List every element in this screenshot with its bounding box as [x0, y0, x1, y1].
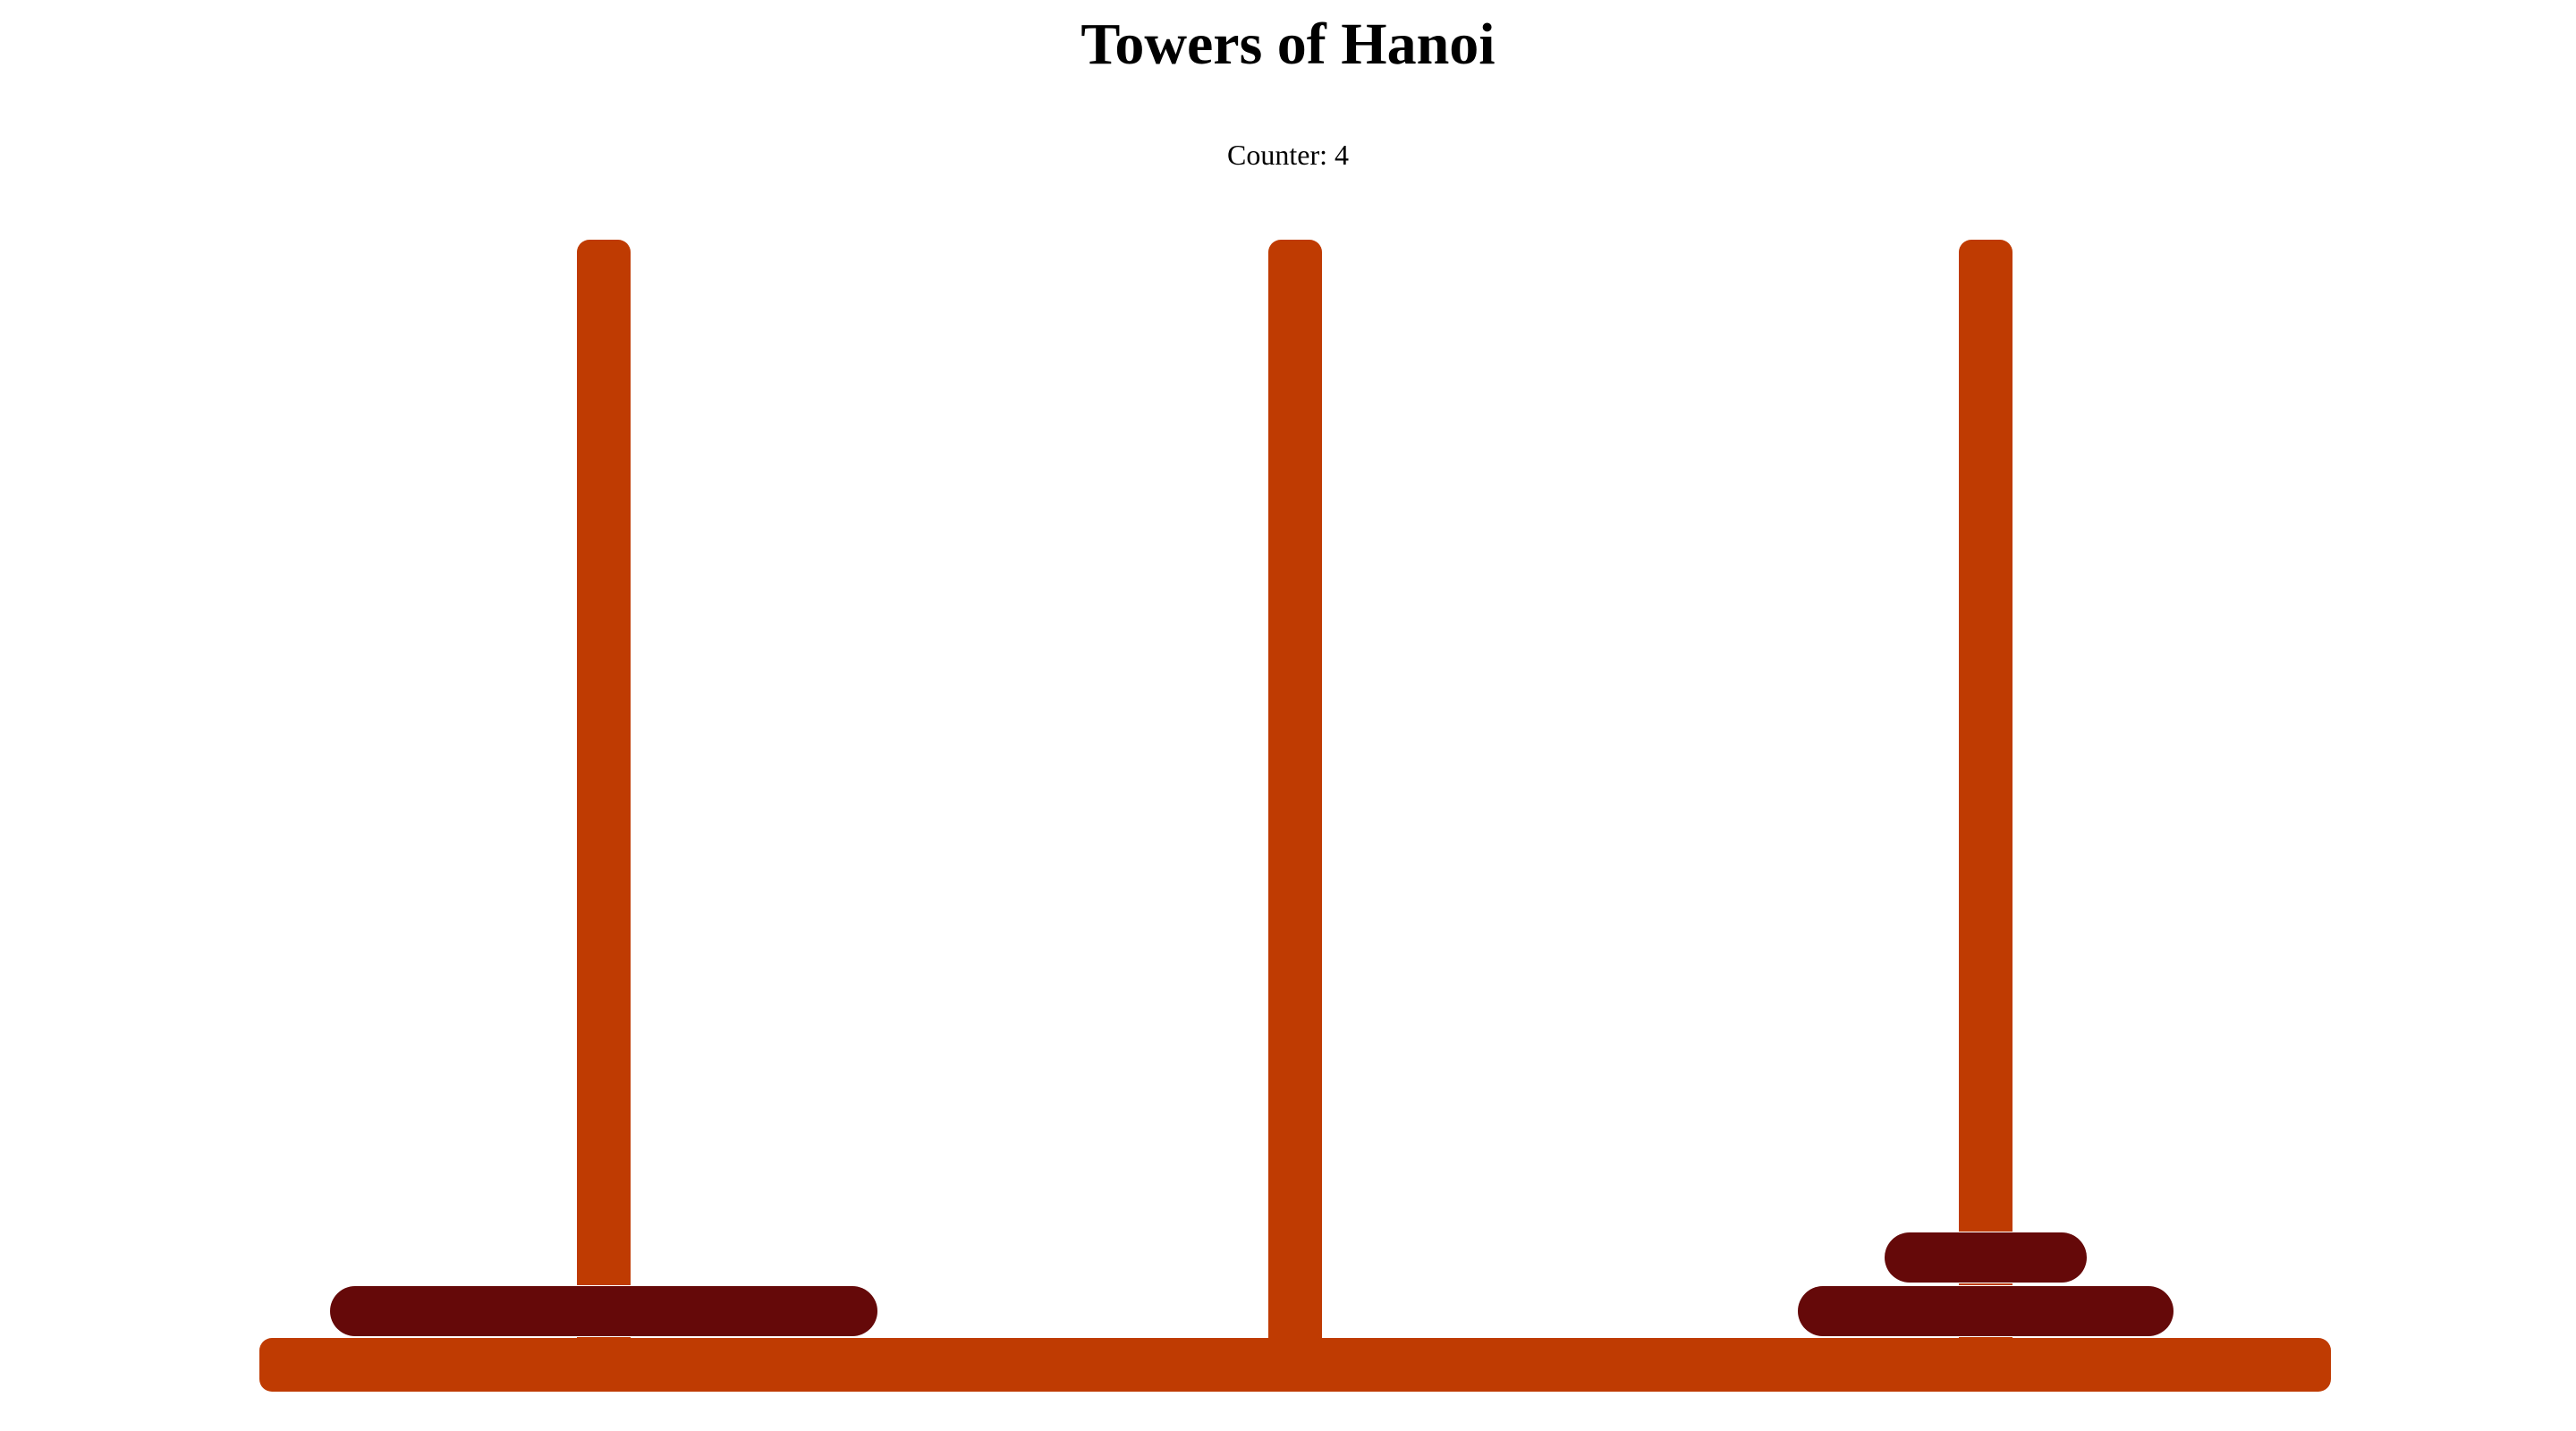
tower-base	[259, 1338, 2331, 1392]
disk-size-1[interactable]	[1885, 1232, 2087, 1283]
peg-left[interactable]	[577, 240, 631, 1338]
disk-size-2[interactable]	[1798, 1286, 2174, 1336]
page-title: Towers of Hanoi	[1080, 12, 1496, 77]
peg-middle[interactable]	[1268, 240, 1322, 1338]
disk-size-3[interactable]	[330, 1286, 877, 1336]
move-counter: Counter: 4	[1227, 139, 1349, 171]
peg-right[interactable]	[1959, 240, 2012, 1338]
